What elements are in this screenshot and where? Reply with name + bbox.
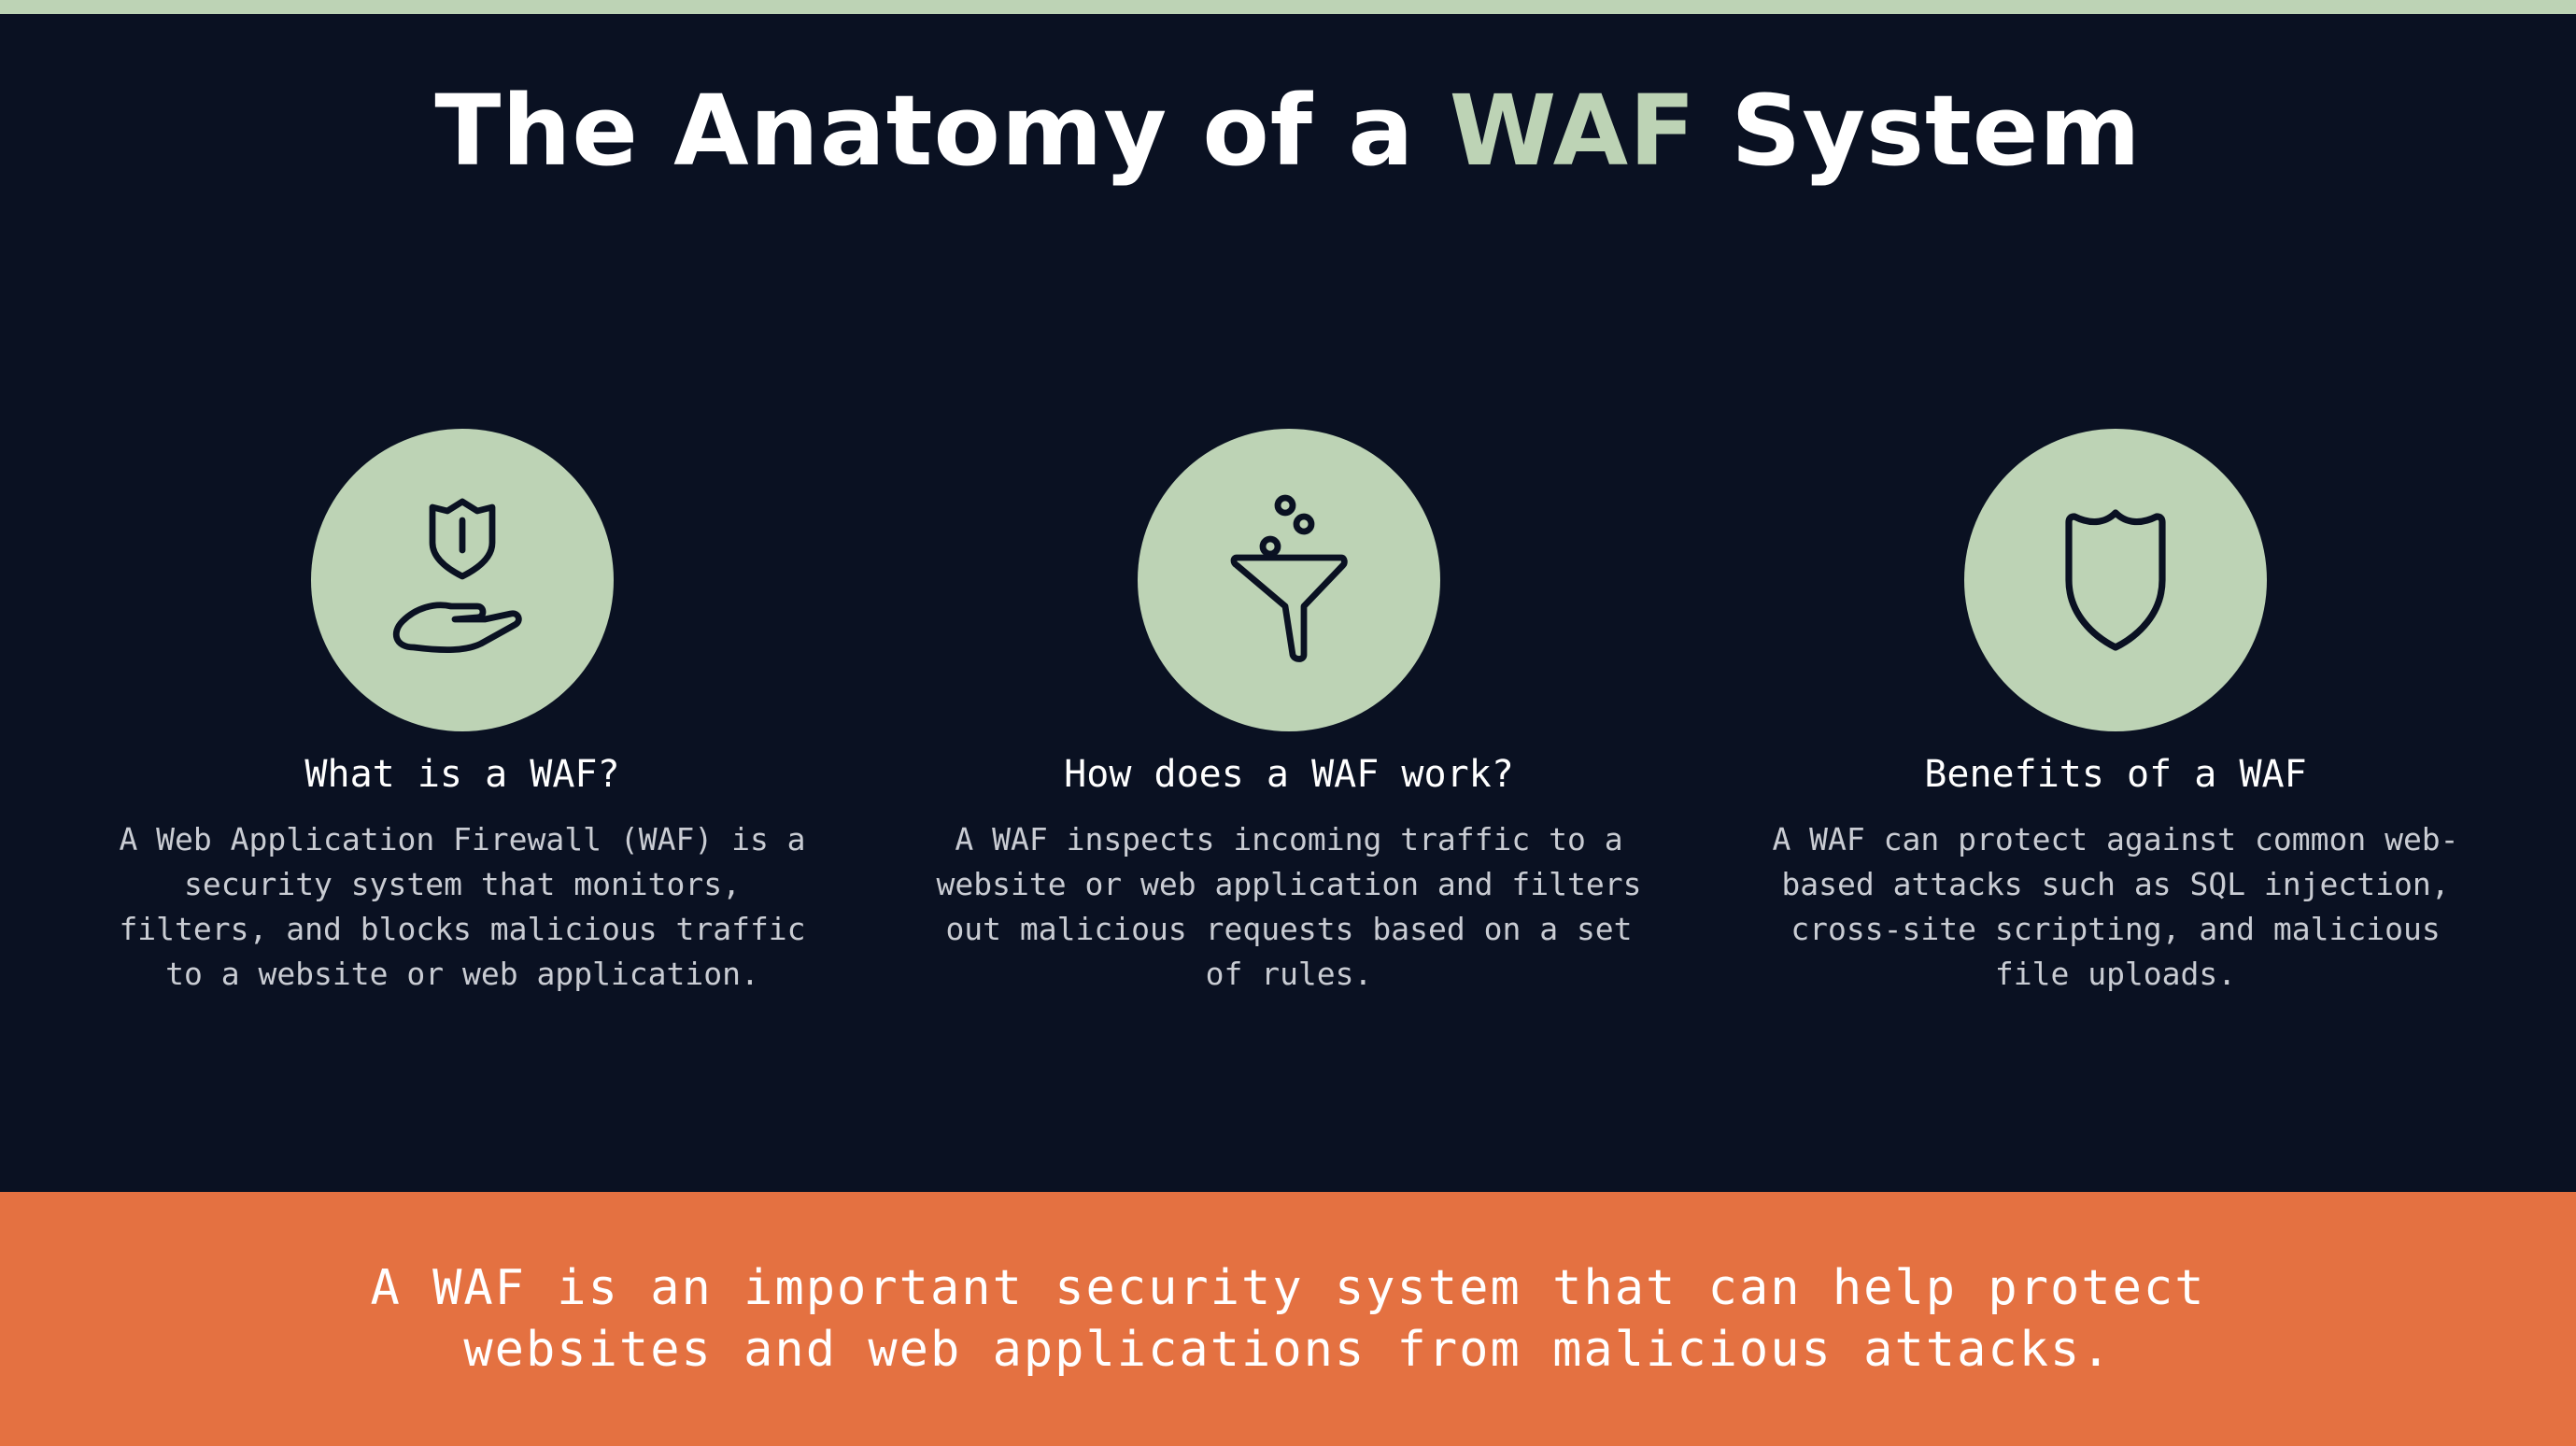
card-benefits-of-waf: Benefits of a WAF A WAF can protect agai… bbox=[1742, 429, 2489, 1008]
page-title: The Anatomy of a WAF System bbox=[0, 65, 2576, 196]
title-suffix: System bbox=[1696, 74, 2142, 188]
card-heading: Benefits of a WAF bbox=[1924, 753, 2307, 796]
card-heading: How does a WAF work? bbox=[1064, 753, 1514, 796]
title-prefix: The Anatomy of a bbox=[434, 74, 1450, 188]
footer-banner: A WAF is an important security system th… bbox=[0, 1192, 2576, 1446]
icon-circle bbox=[311, 429, 614, 731]
icon-circle bbox=[1138, 429, 1440, 731]
card-description: A WAF inspects incoming traffic to a web… bbox=[936, 821, 1642, 992]
card-how-waf-works: How does a WAF work? A WAF inspects inco… bbox=[915, 429, 1663, 1008]
top-accent-bar bbox=[0, 0, 2576, 14]
card-what-is-waf: What is a WAF? A Web Application Firewal… bbox=[89, 429, 836, 1008]
funnel-icon bbox=[1230, 494, 1348, 662]
title-accent: WAF bbox=[1449, 74, 1697, 188]
card-description: A Web Application Firewall (WAF) is a se… bbox=[119, 821, 806, 992]
card-heading: What is a WAF? bbox=[304, 753, 620, 796]
shield-icon bbox=[2065, 509, 2166, 651]
footer-statement: A WAF is an important security system th… bbox=[370, 1260, 2206, 1378]
shield-hand-icon bbox=[392, 498, 522, 654]
icon-circle bbox=[1964, 429, 2267, 731]
card-description: A WAF can protect against common web-bas… bbox=[1772, 821, 2459, 992]
